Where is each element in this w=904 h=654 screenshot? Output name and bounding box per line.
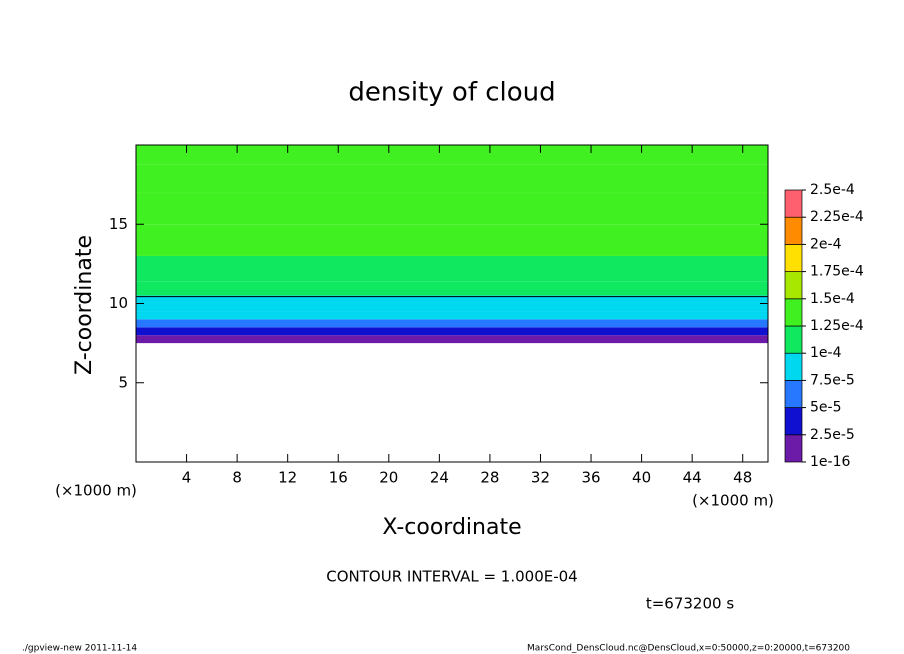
colorbar-box <box>784 244 803 272</box>
x-tick-label: 36 <box>581 469 600 487</box>
colorbar-label: 2.5e-4 <box>810 182 855 198</box>
contour-interval: CONTOUR INTERVAL = 1.000E-04 <box>326 568 577 586</box>
field-cell <box>136 327 768 336</box>
field-cell <box>136 311 768 320</box>
field-cell <box>136 145 768 165</box>
colorbar-box <box>784 407 803 436</box>
colorbar-box <box>784 325 803 354</box>
x-tick-label: 40 <box>632 469 651 487</box>
x-axis-label: X-coordinate <box>382 515 521 540</box>
colorbar-label: 1.75e-4 <box>810 264 864 280</box>
colorbar-label: 2e-4 <box>810 236 842 252</box>
colorbar-box <box>784 298 803 327</box>
colorbar-box <box>784 216 803 245</box>
x-tick-label: 20 <box>379 469 398 487</box>
footer-left: ./gpview-new 2011-11-14 <box>22 644 137 654</box>
x-tick-label: 28 <box>480 469 499 487</box>
time-label: t=673200 s <box>646 595 734 613</box>
colorbar-box <box>784 352 803 381</box>
field-cell <box>136 164 768 193</box>
field-cell <box>136 255 768 282</box>
colorbar-label: 1e-16 <box>810 454 850 470</box>
x-unit: (×1000 m) <box>692 492 774 510</box>
x-tick-label: 24 <box>430 469 449 487</box>
colorbar-box <box>784 380 803 408</box>
colorbar-label: 2.25e-4 <box>810 209 864 225</box>
x-tick-label: 44 <box>683 469 702 487</box>
y-tick-label: 10 <box>109 294 128 312</box>
colorbar-label: 1.5e-4 <box>810 291 855 307</box>
colorbar-box <box>784 271 803 300</box>
y-tick-label: 5 <box>118 373 128 391</box>
colorbar-label: 1e-4 <box>810 345 842 361</box>
field-cell <box>136 319 768 328</box>
x-tick-label: 8 <box>232 469 242 487</box>
chart-title: density of cloud <box>348 78 555 108</box>
footer-right: MarsCond_DensCloud.nc@DensCloud,x=0:5000… <box>527 644 850 654</box>
y-axis-label: Z-coordinate <box>72 235 97 375</box>
x-tick-label: 16 <box>329 469 348 487</box>
colorbar-label: 5e-5 <box>810 400 841 416</box>
colorbar-box <box>784 189 803 218</box>
x-tick-label: 48 <box>733 469 752 487</box>
field-cell <box>136 335 768 344</box>
field-cell <box>136 224 768 256</box>
y-tick-label: 15 <box>109 215 128 233</box>
x-tick-label: 32 <box>531 469 550 487</box>
field-cell <box>136 303 768 312</box>
x-tick-label: 12 <box>278 469 297 487</box>
y-unit: (×1000 m) <box>55 482 137 500</box>
colorbar-box <box>784 434 803 463</box>
colorbar-label: 2.5e-5 <box>810 427 855 443</box>
field-cell <box>136 192 768 225</box>
colorbar-label: 1.25e-4 <box>810 318 864 334</box>
colorbar-label: 7.5e-5 <box>810 372 855 388</box>
x-tick-label: 4 <box>182 469 192 487</box>
field <box>136 145 768 344</box>
field-cell <box>136 281 768 296</box>
field-cell <box>136 295 768 304</box>
